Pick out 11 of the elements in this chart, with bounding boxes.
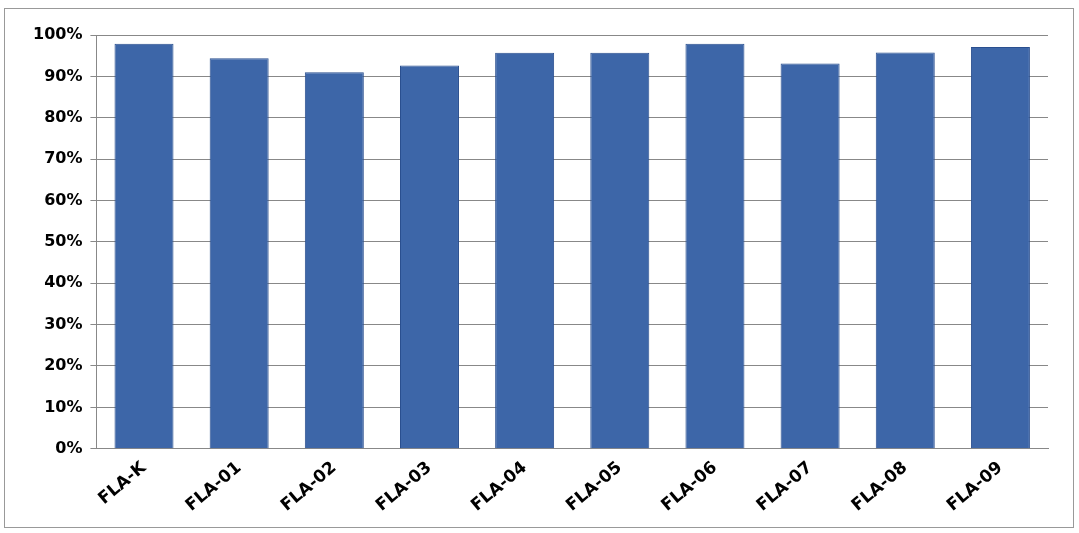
y-tick-label: 60% — [44, 189, 83, 209]
y-tick-label: 0% — [55, 437, 83, 457]
y-tick-label: 80% — [44, 106, 83, 126]
y-tick-label: 70% — [44, 148, 83, 168]
y-tick-label: 40% — [44, 272, 83, 292]
y-tick-label: 20% — [44, 355, 83, 375]
y-tick-label: 100% — [32, 24, 83, 44]
y-tick-label: 30% — [44, 313, 83, 333]
y-tick-label: 50% — [44, 231, 83, 251]
y-tick-label: 10% — [44, 396, 83, 416]
y-tick-label: 90% — [44, 65, 83, 85]
